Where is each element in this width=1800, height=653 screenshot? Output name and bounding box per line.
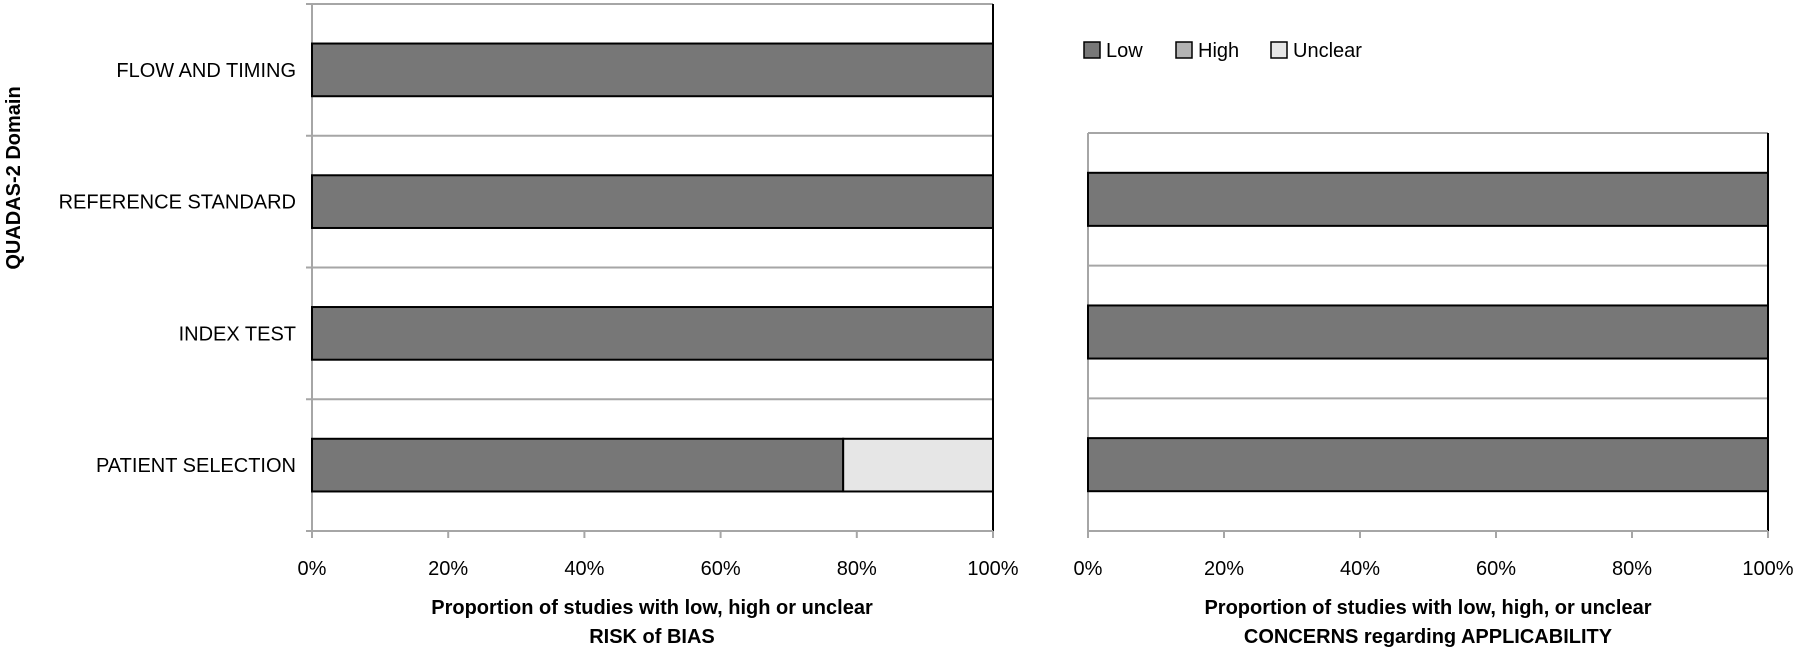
x-tick-label: 0% bbox=[298, 558, 327, 580]
bar-low-reference-standard bbox=[1087, 171, 1769, 227]
legend: Low High Unclear bbox=[1083, 40, 1362, 62]
x-tick-label: 20% bbox=[1204, 558, 1244, 580]
category-label: PATIENT SELECTION bbox=[96, 455, 296, 477]
y-axis-title: QUADAS-2 Domain bbox=[3, 86, 25, 269]
x-axis-title-line-1: Proportion of studies with low, high, or… bbox=[1204, 597, 1651, 619]
legend-label-unclear: Unclear bbox=[1293, 40, 1362, 62]
x-axis-title-line-2: RISK of BIAS bbox=[589, 626, 715, 648]
category-label: FLOW AND TIMING bbox=[116, 60, 296, 82]
x-axis-title-line-1: Proportion of studies with low, high or … bbox=[431, 597, 873, 619]
category-label: INDEX TEST bbox=[179, 323, 296, 345]
legend-swatch-low bbox=[1083, 41, 1101, 59]
bar-low-index-test bbox=[1087, 304, 1769, 360]
chart-panel-2: 0% 20% 40% 60% 80% 100% Proportion of studies … bbox=[1074, 132, 1794, 648]
x-tick-label: 40% bbox=[1340, 558, 1380, 580]
bar-low-patient-selection bbox=[311, 437, 845, 493]
x-tick-label: 60% bbox=[1476, 558, 1516, 580]
bar-low-reference-standard bbox=[311, 174, 994, 229]
x-tick-label: 20% bbox=[428, 558, 468, 580]
category-label: REFERENCE STANDARD bbox=[59, 192, 296, 214]
x-tick-label: 80% bbox=[1612, 558, 1652, 580]
chart-panel-1: FLOW AND TIMING REFERENCE STANDARD INDEX T… bbox=[59, 3, 1019, 648]
x-tick-label: 0% bbox=[1074, 558, 1103, 580]
x-tick-label: 40% bbox=[564, 558, 604, 580]
x-tick-label: 100% bbox=[1742, 558, 1793, 580]
x-tick-label: 80% bbox=[837, 558, 877, 580]
legend-swatch-unclear bbox=[1270, 41, 1288, 59]
bar-unclear-patient-selection bbox=[842, 437, 994, 493]
legend-label-high: High bbox=[1198, 40, 1239, 62]
x-axis-title-line-2: CONCERNS regarding APPLICABILITY bbox=[1244, 626, 1613, 648]
legend-swatch-high bbox=[1175, 41, 1193, 59]
x-tick-label: 60% bbox=[701, 558, 741, 580]
x-tick-label: 100% bbox=[967, 558, 1018, 580]
bar-low-patient-selection bbox=[1087, 437, 1769, 493]
legend-label-low: Low bbox=[1106, 40, 1143, 62]
bar-low-flow-and-timing bbox=[311, 42, 994, 98]
bar-low-index-test bbox=[311, 306, 994, 361]
